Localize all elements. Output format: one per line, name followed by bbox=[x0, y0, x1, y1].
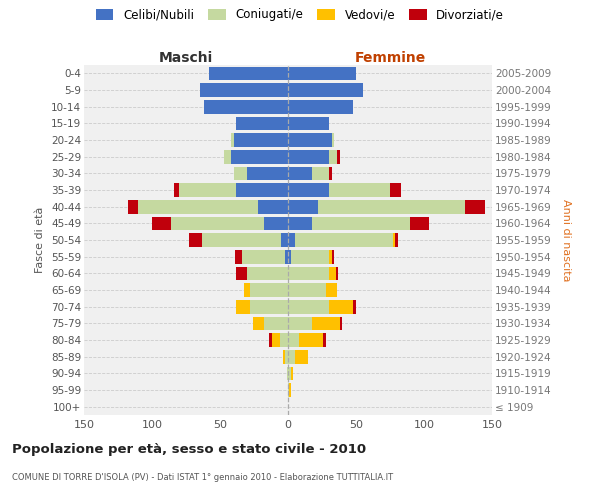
Y-axis label: Fasce di età: Fasce di età bbox=[35, 207, 46, 273]
Bar bbox=[253, 316, 263, 330]
Text: Femmine: Femmine bbox=[355, 51, 425, 65]
Bar bbox=[288, 266, 329, 280]
Bar bbox=[263, 316, 288, 330]
Bar bbox=[288, 183, 329, 197]
Bar bbox=[283, 350, 285, 364]
Bar bbox=[291, 366, 293, 380]
Bar bbox=[224, 150, 231, 164]
Bar bbox=[152, 216, 171, 230]
Bar bbox=[332, 133, 334, 147]
Bar bbox=[247, 266, 288, 280]
Bar bbox=[288, 150, 329, 164]
Bar bbox=[288, 200, 318, 213]
Text: Maschi: Maschi bbox=[159, 51, 213, 65]
Bar bbox=[288, 166, 313, 180]
Bar bbox=[231, 133, 233, 147]
Bar bbox=[288, 316, 313, 330]
Bar bbox=[288, 216, 313, 230]
Bar bbox=[288, 283, 326, 297]
Bar bbox=[340, 316, 343, 330]
Bar bbox=[171, 216, 263, 230]
Bar bbox=[179, 183, 236, 197]
Bar bbox=[288, 333, 299, 347]
Bar bbox=[288, 66, 356, 80]
Bar bbox=[288, 83, 363, 97]
Bar bbox=[200, 83, 288, 97]
Bar bbox=[390, 183, 401, 197]
Bar bbox=[393, 233, 395, 247]
Bar bbox=[288, 300, 329, 314]
Bar bbox=[299, 333, 323, 347]
Bar bbox=[236, 183, 288, 197]
Bar bbox=[313, 316, 340, 330]
Bar bbox=[465, 200, 485, 213]
Bar bbox=[295, 350, 308, 364]
Bar bbox=[247, 166, 288, 180]
Bar bbox=[233, 166, 247, 180]
Bar bbox=[318, 200, 465, 213]
Bar bbox=[335, 266, 338, 280]
Bar bbox=[202, 233, 281, 247]
Bar bbox=[329, 266, 335, 280]
Bar bbox=[288, 383, 289, 397]
Y-axis label: Anni di nascita: Anni di nascita bbox=[561, 198, 571, 281]
Bar bbox=[242, 250, 285, 264]
Bar bbox=[288, 233, 295, 247]
Bar bbox=[288, 133, 332, 147]
Bar bbox=[288, 350, 295, 364]
Bar bbox=[285, 250, 288, 264]
Bar bbox=[337, 150, 340, 164]
Bar bbox=[288, 116, 329, 130]
Bar bbox=[263, 216, 288, 230]
Bar bbox=[236, 116, 288, 130]
Bar bbox=[289, 383, 291, 397]
Bar bbox=[281, 233, 288, 247]
Bar bbox=[128, 200, 139, 213]
Bar bbox=[272, 333, 280, 347]
Bar bbox=[288, 366, 291, 380]
Bar bbox=[395, 233, 398, 247]
Bar bbox=[258, 200, 288, 213]
Bar bbox=[231, 150, 288, 164]
Text: COMUNE DI TORRE D'ISOLA (PV) - Dati ISTAT 1° gennaio 2010 - Elaborazione TUTTITA: COMUNE DI TORRE D'ISOLA (PV) - Dati ISTA… bbox=[12, 472, 393, 482]
Bar bbox=[250, 300, 288, 314]
Bar bbox=[280, 333, 288, 347]
Bar bbox=[209, 66, 288, 80]
Bar bbox=[313, 216, 410, 230]
Bar bbox=[410, 216, 430, 230]
Bar bbox=[353, 300, 356, 314]
Bar bbox=[329, 166, 332, 180]
Bar bbox=[269, 333, 272, 347]
Bar bbox=[332, 250, 334, 264]
Bar bbox=[236, 266, 247, 280]
Bar bbox=[288, 100, 353, 114]
Text: Popolazione per età, sesso e stato civile - 2010: Popolazione per età, sesso e stato civil… bbox=[12, 442, 366, 456]
Bar bbox=[295, 233, 393, 247]
Bar bbox=[250, 283, 288, 297]
Bar bbox=[291, 250, 329, 264]
Bar bbox=[285, 350, 288, 364]
Bar bbox=[203, 100, 288, 114]
Bar bbox=[139, 200, 258, 213]
Bar bbox=[313, 166, 329, 180]
Bar bbox=[326, 283, 337, 297]
Bar bbox=[189, 233, 202, 247]
Bar bbox=[329, 300, 353, 314]
Bar bbox=[329, 250, 332, 264]
Legend: Celibi/Nubili, Coniugati/e, Vedovi/e, Divorziati/e: Celibi/Nubili, Coniugati/e, Vedovi/e, Di… bbox=[96, 8, 504, 22]
Bar bbox=[244, 283, 250, 297]
Bar bbox=[288, 250, 291, 264]
Bar bbox=[174, 183, 179, 197]
Bar bbox=[329, 183, 390, 197]
Bar bbox=[287, 366, 288, 380]
Bar bbox=[233, 133, 288, 147]
Bar bbox=[329, 150, 337, 164]
Bar bbox=[235, 250, 242, 264]
Bar bbox=[236, 300, 250, 314]
Bar bbox=[323, 333, 326, 347]
